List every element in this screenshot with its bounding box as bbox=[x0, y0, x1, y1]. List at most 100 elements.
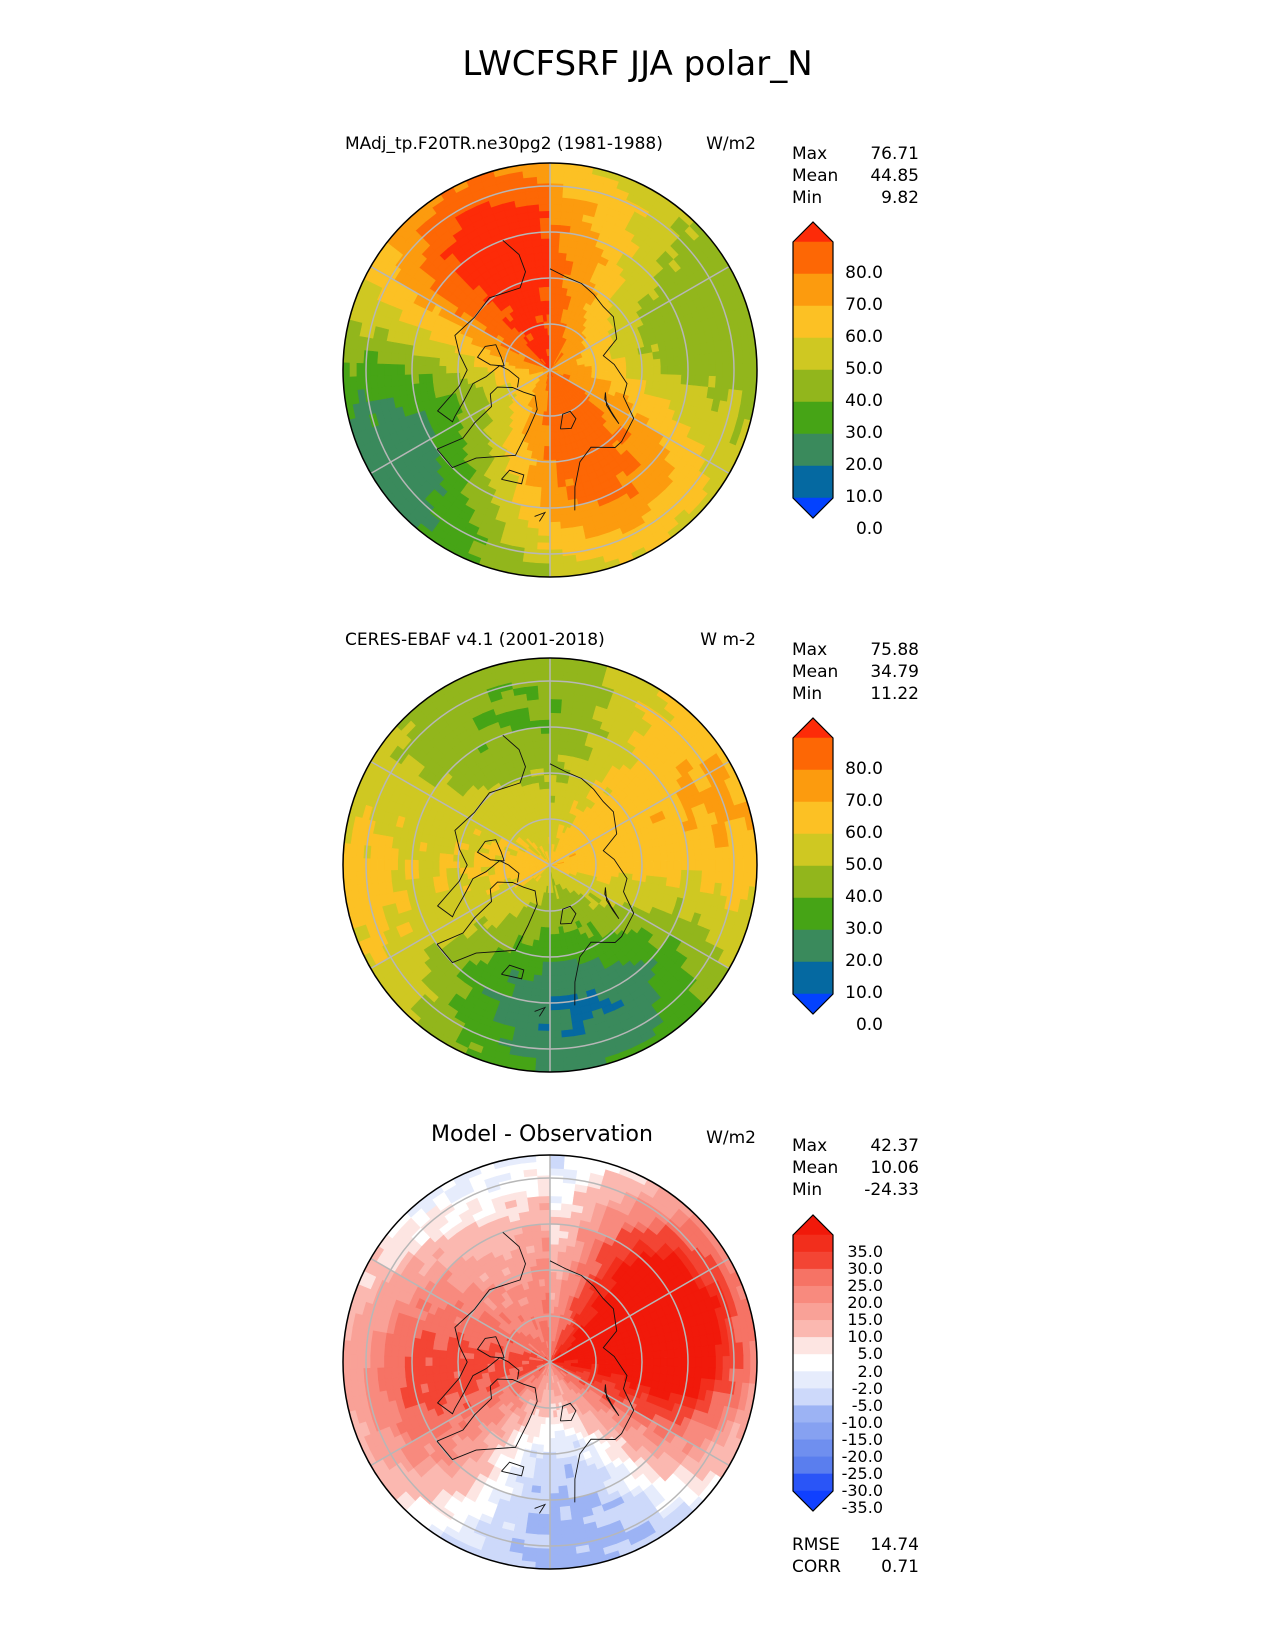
field-cell bbox=[734, 349, 744, 364]
field-cell bbox=[557, 980, 568, 990]
field-cell bbox=[536, 953, 545, 962]
field-cell bbox=[370, 363, 378, 377]
field-cell bbox=[540, 988, 551, 997]
field-cell bbox=[541, 479, 551, 488]
field-cell bbox=[349, 362, 358, 378]
field-cell bbox=[549, 286, 557, 295]
colorbar-tick-label: 10.0 bbox=[845, 487, 883, 507]
field-cell bbox=[543, 445, 551, 454]
colorbar-segment bbox=[792, 337, 834, 371]
field-cell bbox=[541, 424, 547, 433]
field-cell bbox=[537, 1036, 551, 1045]
field-cell bbox=[549, 231, 560, 240]
field-cell bbox=[708, 858, 716, 872]
field-cell bbox=[701, 364, 709, 376]
field-cell bbox=[446, 853, 455, 862]
field-cell bbox=[439, 358, 448, 367]
field-cell bbox=[537, 946, 545, 955]
field-cell bbox=[425, 373, 434, 384]
field-cell bbox=[652, 868, 661, 877]
field-cell bbox=[543, 774, 551, 783]
field-cell bbox=[721, 845, 730, 860]
colorbar-segment bbox=[792, 273, 834, 307]
colorbar-segment bbox=[792, 221, 834, 243]
field-cell bbox=[536, 176, 551, 185]
field-cell bbox=[538, 705, 551, 714]
field-cell bbox=[370, 870, 379, 885]
field-cell bbox=[432, 357, 441, 367]
field-cell bbox=[532, 485, 543, 495]
field-cell bbox=[549, 699, 562, 707]
field-cell bbox=[356, 857, 365, 873]
field-cell bbox=[693, 869, 703, 882]
field-cell bbox=[604, 371, 613, 377]
field-cell bbox=[549, 1016, 562, 1025]
field-cell bbox=[540, 733, 551, 742]
field-cell bbox=[540, 238, 551, 247]
field-cell bbox=[604, 866, 613, 872]
field-cell bbox=[632, 855, 640, 863]
field-cell bbox=[604, 367, 613, 373]
field-cell bbox=[549, 486, 559, 495]
field-cell bbox=[714, 846, 723, 860]
field-cell bbox=[700, 353, 709, 366]
field-cell bbox=[549, 781, 557, 790]
field-cell bbox=[397, 869, 407, 882]
field-cell bbox=[652, 853, 661, 862]
field-cell bbox=[549, 1043, 564, 1052]
field-cell bbox=[559, 713, 572, 722]
field-cell bbox=[549, 500, 560, 509]
field-cell bbox=[658, 381, 667, 391]
field-cell bbox=[549, 541, 563, 550]
field-cell bbox=[646, 366, 654, 374]
field-cell bbox=[687, 859, 696, 871]
field-cell bbox=[473, 856, 482, 863]
field-cell bbox=[700, 374, 709, 387]
field-cell bbox=[549, 754, 559, 763]
colorbar-segment bbox=[792, 369, 834, 403]
field-cell bbox=[660, 860, 668, 870]
field-cell bbox=[349, 857, 358, 873]
field-cell bbox=[541, 259, 551, 268]
field-cell bbox=[536, 1050, 551, 1059]
field-cell bbox=[540, 231, 551, 240]
field-cell bbox=[384, 363, 392, 377]
field-cell bbox=[549, 459, 558, 467]
field-cell bbox=[439, 373, 448, 382]
field-cell bbox=[638, 854, 647, 863]
field-cell bbox=[532, 980, 543, 990]
field-cell bbox=[446, 366, 454, 374]
panel-1-colorbar bbox=[792, 221, 834, 519]
field-cell bbox=[453, 854, 462, 863]
field-cell bbox=[418, 860, 427, 870]
field-cell bbox=[549, 562, 565, 571]
field-cell bbox=[556, 465, 565, 474]
field-cell bbox=[540, 493, 551, 502]
field-cell bbox=[370, 858, 378, 872]
colorbar-segment bbox=[792, 305, 834, 339]
field-cell bbox=[536, 548, 551, 557]
field-cell bbox=[384, 870, 393, 883]
field-cell bbox=[536, 183, 551, 192]
field-cell bbox=[473, 367, 482, 373]
field-cell bbox=[549, 224, 561, 233]
field-cell bbox=[363, 845, 372, 860]
field-cell bbox=[349, 871, 359, 887]
field-cell bbox=[544, 933, 551, 942]
field-cell bbox=[541, 754, 551, 763]
field-cell bbox=[549, 974, 559, 983]
field-cell bbox=[549, 279, 557, 288]
figure-title: LWCFSRF JJA polar_N bbox=[462, 44, 813, 84]
field-cell bbox=[637, 874, 647, 883]
field-cell bbox=[542, 459, 551, 467]
field-cell bbox=[549, 273, 558, 281]
field-cell bbox=[418, 850, 427, 861]
colorbar-tick-label: 20.0 bbox=[845, 455, 883, 475]
field-cell bbox=[460, 849, 469, 857]
field-cell bbox=[721, 350, 730, 365]
field-cell bbox=[538, 1016, 551, 1025]
field-cell bbox=[535, 960, 544, 969]
field-cell bbox=[439, 845, 449, 855]
field-cell bbox=[700, 869, 709, 882]
field-cell bbox=[549, 933, 556, 942]
